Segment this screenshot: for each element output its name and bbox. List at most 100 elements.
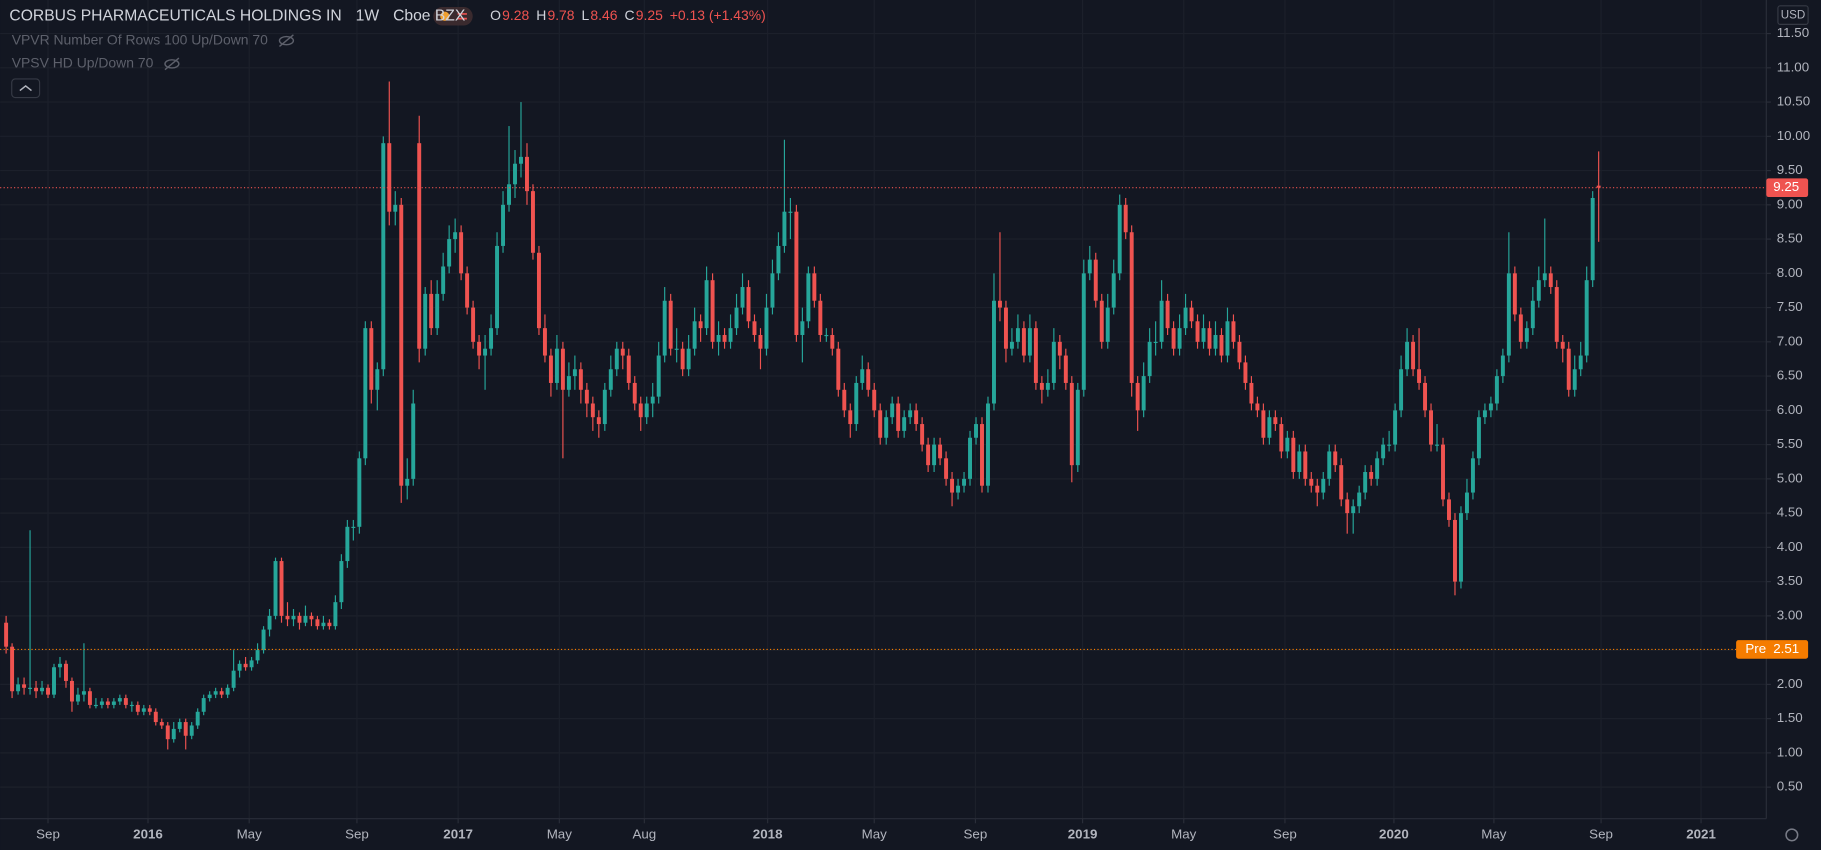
candle-body xyxy=(465,273,470,308)
candle-body xyxy=(1530,300,1535,329)
candle-body xyxy=(423,293,428,349)
candle-body xyxy=(626,355,631,383)
candle-body xyxy=(1405,341,1410,370)
candle-body xyxy=(4,622,9,647)
candle-body xyxy=(1021,328,1026,356)
candle-body xyxy=(991,300,996,404)
candle-body xyxy=(956,485,961,493)
candle-body xyxy=(231,670,236,688)
candle-body xyxy=(997,300,1002,308)
header: CORBUS PHARMACEUTICALS HOLDINGS IN 1W Cboe… xyxy=(9,7,766,99)
legend-value: 9.25 xyxy=(636,7,663,23)
x-tick-label: May xyxy=(1481,826,1507,841)
candle-body xyxy=(584,389,589,404)
candles xyxy=(4,81,1601,750)
candle-body xyxy=(806,273,811,322)
candle-body xyxy=(477,341,482,356)
candle-body xyxy=(614,348,619,370)
candle-body xyxy=(1141,376,1146,411)
candle-body xyxy=(1572,369,1577,390)
candle-body xyxy=(447,239,452,267)
candle-body xyxy=(357,458,362,527)
candle-body xyxy=(1375,458,1380,479)
candle-body xyxy=(1081,273,1086,390)
x-tick-label: 2016 xyxy=(133,826,163,841)
collapse-icon[interactable] xyxy=(19,84,32,92)
candle-body xyxy=(1123,204,1128,233)
candle-body xyxy=(914,410,919,425)
y-tick-label: 7.00 xyxy=(1777,333,1803,348)
collapse-button[interactable] xyxy=(11,78,41,99)
candle-body xyxy=(1135,382,1140,411)
y-tick-label: 0.50 xyxy=(1777,779,1803,794)
candle-body xyxy=(536,252,541,329)
settings-icon[interactable] xyxy=(1785,828,1799,842)
candle-body xyxy=(740,287,745,308)
y-tick-label: 8.50 xyxy=(1777,231,1803,246)
x-tick-label: Sep xyxy=(345,826,369,841)
candle-body xyxy=(333,602,338,627)
candle-body xyxy=(788,211,793,213)
candle-body xyxy=(129,704,134,707)
candle-body xyxy=(1393,410,1398,445)
candle-body xyxy=(471,307,476,342)
candle-body xyxy=(1536,280,1541,301)
candle-body xyxy=(327,622,332,627)
candle-body xyxy=(986,403,990,486)
indicator-label: VPVR Number Of Rows 100 Up/Down 70 xyxy=(12,31,268,47)
candle-body xyxy=(578,369,583,390)
candle-body xyxy=(1381,444,1386,459)
visibility-icon[interactable] xyxy=(164,57,180,71)
candle-body xyxy=(1057,341,1062,356)
candle-body xyxy=(1387,444,1392,446)
candle-body xyxy=(1015,328,1020,342)
candle-body xyxy=(1500,355,1505,377)
visibility-icon[interactable] xyxy=(278,35,295,46)
candle-body xyxy=(171,728,176,740)
candle-body xyxy=(782,211,787,246)
x-tick-label: Sep xyxy=(964,826,988,841)
candle-body xyxy=(1458,513,1463,582)
candle-body xyxy=(309,615,314,620)
indicator-label: VPSV HD Up/Down 70 xyxy=(12,55,154,71)
candle-body xyxy=(1548,273,1553,288)
visibility-icon[interactable] xyxy=(279,34,294,47)
candle-body xyxy=(1063,355,1068,383)
x-tick-label: 2017 xyxy=(443,826,473,841)
legend-label: O xyxy=(490,7,501,23)
candle-body xyxy=(1255,403,1260,411)
y-tick-label: 8.00 xyxy=(1777,265,1803,280)
candle-body xyxy=(261,629,266,651)
x-tick-label: 2018 xyxy=(753,826,783,841)
candle-body xyxy=(1435,444,1439,446)
y-tick-label: 2.00 xyxy=(1777,676,1803,691)
candle-body xyxy=(255,650,260,661)
candle-body xyxy=(896,403,901,431)
candle-body xyxy=(159,722,164,726)
candle-body xyxy=(279,561,284,616)
candle-body xyxy=(453,232,458,240)
symbol: CORBUS PHARMACEUTICALS HOLDINGS IN xyxy=(9,7,341,24)
candle-body xyxy=(345,526,350,562)
candle-body xyxy=(1165,300,1170,329)
candle-body xyxy=(225,687,230,695)
candle-body xyxy=(195,711,200,726)
candle-body xyxy=(1261,410,1266,438)
x-tick-label: 2020 xyxy=(1379,826,1409,841)
candle-body xyxy=(237,663,242,671)
legend-label: C xyxy=(625,7,635,23)
price-label-name: Pre xyxy=(1745,641,1766,656)
candle-body xyxy=(1453,519,1457,582)
candle-body xyxy=(1327,451,1332,479)
x-tick-label: May xyxy=(237,826,263,841)
candle-body xyxy=(818,300,823,335)
candle-body xyxy=(698,321,703,329)
candle-body xyxy=(1584,280,1589,356)
candle-body xyxy=(201,698,206,712)
candle-body xyxy=(1273,417,1278,425)
candle-body xyxy=(303,615,308,623)
candle-body xyxy=(710,280,715,342)
candle-body xyxy=(1524,328,1529,342)
visibility-icon[interactable] xyxy=(164,59,180,69)
